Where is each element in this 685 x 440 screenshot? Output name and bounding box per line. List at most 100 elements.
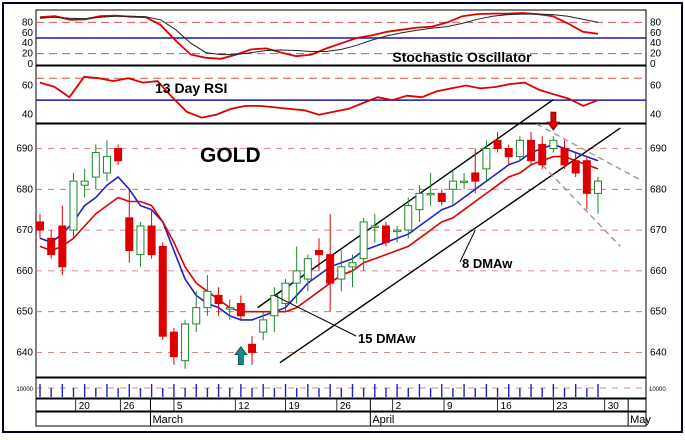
candle-body-25 <box>315 250 323 256</box>
month-label-2: May <box>630 414 651 426</box>
candle-body-32 <box>393 229 402 233</box>
candle-body-49 <box>582 160 591 194</box>
date-tick-label-0: 20 <box>79 401 91 412</box>
candle-body-23 <box>292 270 301 284</box>
price-tick-right-4: 650 <box>650 307 667 318</box>
stoch-series-1 <box>39 13 599 56</box>
candle-body-34 <box>415 192 424 211</box>
month-label-0: March <box>152 414 183 426</box>
candle-body-9 <box>136 225 145 256</box>
stoch-tick-left-4: 0 <box>27 59 33 70</box>
month-axis-panel <box>35 411 647 427</box>
stoch-tick-right-2: 40 <box>650 38 662 49</box>
candle-body-39 <box>471 172 480 182</box>
candle-body-50 <box>594 180 602 194</box>
price-layer: 690 690 680 680 670 670 660 660 650 650 640 640 <box>16 98 667 369</box>
candle-body-4 <box>80 180 89 186</box>
candle-body-47 <box>560 147 569 166</box>
candle-body-0 <box>36 221 44 231</box>
date-tick-label-4: 19 <box>289 401 301 412</box>
candle-body-21 <box>270 294 279 317</box>
ma8-leader-line <box>459 229 476 263</box>
ma15-label: 15 DMAw <box>358 331 416 346</box>
stoch-tick-right-0: 80 <box>650 17 662 28</box>
rsi-label: 13 Day RSI <box>155 80 227 96</box>
candle-body-18 <box>236 303 245 317</box>
stoch-tick-left-3: 20 <box>22 49 34 60</box>
candle-body-8 <box>125 217 134 252</box>
rsi-panel <box>35 65 647 124</box>
price-tick-right-0: 690 <box>650 143 667 154</box>
moving-average-1 <box>39 155 599 313</box>
volume-tick-left-0: 10000 <box>16 387 33 393</box>
candle-body-10 <box>147 225 156 256</box>
moving-average-0 <box>39 143 599 321</box>
candle-body-11 <box>158 245 167 337</box>
ma8-label: 8 DMAw <box>462 256 513 271</box>
candle-body-40 <box>482 147 491 170</box>
candle-body-1 <box>47 237 56 256</box>
candle-body-7 <box>114 147 123 162</box>
ma15-leader-line <box>274 294 357 337</box>
candle-body-3 <box>69 180 78 231</box>
price-tick-left-2: 670 <box>16 225 33 236</box>
candle-body-42 <box>504 147 513 158</box>
candle-body-33 <box>404 205 413 231</box>
date-axis-panel <box>35 398 647 412</box>
stoch-tick-left-1: 60 <box>22 28 34 39</box>
date-tick-label-6: 2 <box>396 401 402 412</box>
price-tick-right-5: 640 <box>650 348 667 359</box>
volume-tick-right-0: 10000 <box>649 387 666 393</box>
rsi-tick-left-1: 40 <box>22 110 34 121</box>
candle-body-20 <box>259 319 268 333</box>
date-tick-label-9: 23 <box>556 401 568 412</box>
candle-body-38 <box>460 180 469 184</box>
candle-body-27 <box>337 266 346 280</box>
date-tick-label-5: 26 <box>340 401 352 412</box>
axes-layer: 20 26 5 12 19 26 2 9 16 23 30 March April May <box>75 399 651 426</box>
candle-body-41 <box>493 139 502 149</box>
candle-body-35 <box>426 192 435 196</box>
date-tick-label-7: 9 <box>447 401 453 412</box>
date-tick-label-10: 30 <box>608 401 620 412</box>
candle-body-37 <box>448 180 457 190</box>
candle-body-44 <box>527 139 536 162</box>
stoch-tick-right-1: 60 <box>650 28 662 39</box>
candle-body-24 <box>303 258 312 280</box>
candle-body-48 <box>571 160 580 174</box>
candle-body-29 <box>359 221 368 260</box>
candle-body-14 <box>192 307 201 325</box>
candle-body-15 <box>203 290 212 309</box>
up-arrow-icon <box>234 345 248 365</box>
price-tick-right-3: 660 <box>650 266 667 277</box>
date-tick-label-1: 26 <box>123 401 135 412</box>
candle-body-12 <box>169 331 178 358</box>
month-label-1: April <box>372 414 394 426</box>
date-tick-label-2: 5 <box>177 401 183 412</box>
forecast-channel-lower <box>541 164 621 247</box>
candle-body-45 <box>538 143 547 166</box>
price-tick-right-1: 680 <box>650 184 667 195</box>
candle-body-5 <box>91 152 100 178</box>
stoch-tick-right-4: 0 <box>650 59 656 70</box>
candle-body-30 <box>370 225 379 229</box>
candle-body-22 <box>281 282 290 305</box>
candle-body-19 <box>248 343 257 354</box>
candle-body-28 <box>348 262 357 268</box>
stoch-tick-right-3: 20 <box>650 49 662 60</box>
price-tick-left-3: 660 <box>16 266 33 277</box>
rsi-tick-right-0: 60 <box>650 81 662 92</box>
candle-body-43 <box>515 139 524 158</box>
down-arrow-icon <box>546 111 561 131</box>
forecast-channel-upper <box>536 123 643 182</box>
rsi-series-0 <box>39 75 599 119</box>
date-tick-label-8: 16 <box>501 401 513 412</box>
candle-body-46 <box>549 139 558 149</box>
candle-body-13 <box>181 323 190 362</box>
rsi-tick-right-1: 40 <box>650 110 662 121</box>
price-tick-right-2: 670 <box>650 225 667 236</box>
candle-body-16 <box>214 294 223 305</box>
